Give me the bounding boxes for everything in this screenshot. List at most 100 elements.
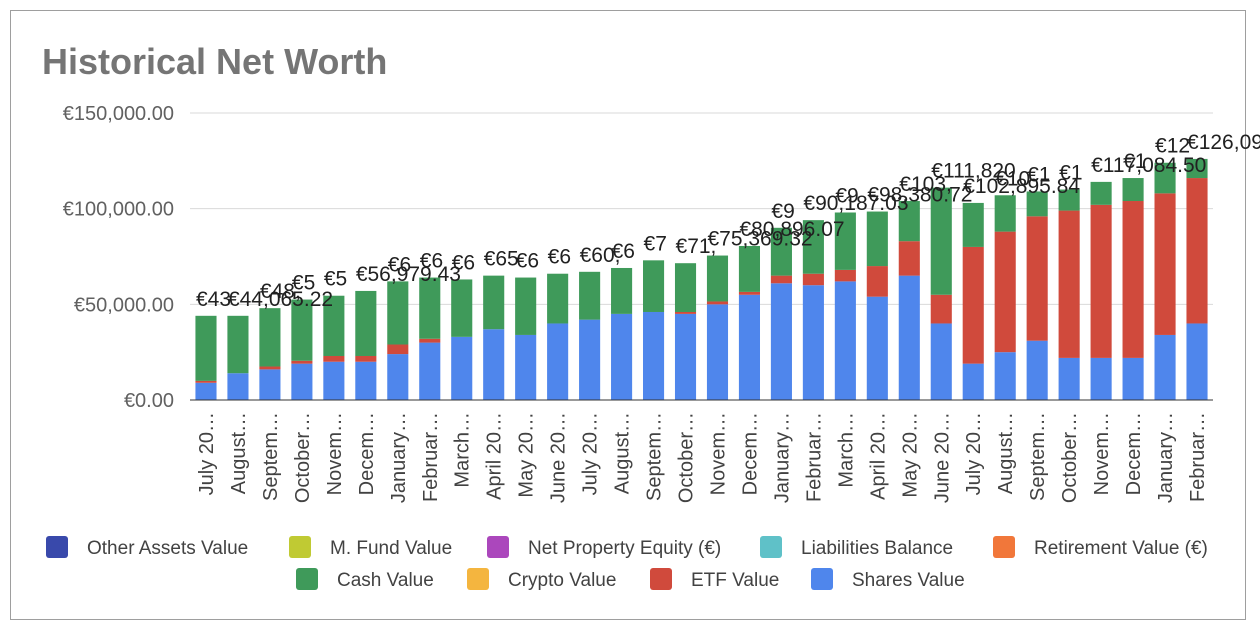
x-tick-label: Novem… (324, 412, 346, 495)
bar-segment (994, 231, 1016, 353)
x-tick-label: June 20… (548, 412, 570, 503)
data-label: €5 (292, 272, 315, 295)
data-label: €7 (644, 232, 667, 255)
data-label: €1 (1027, 163, 1050, 186)
bar-segment (1090, 357, 1112, 400)
bar-segment (706, 301, 729, 305)
bar-segment (706, 304, 729, 400)
bar-segment (994, 352, 1016, 400)
bar-segment (291, 360, 313, 364)
data-label: €10 (995, 167, 1030, 190)
bar-segment (419, 342, 441, 400)
x-tick-label: January… (771, 412, 793, 503)
bar-segment (1026, 340, 1048, 400)
bar-segment (866, 211, 888, 267)
bar-segment (802, 220, 824, 274)
x-tick-label: July 20… (963, 412, 985, 495)
bar-segment (1186, 158, 1208, 179)
bar-segment (419, 277, 441, 339)
bar-segment (834, 281, 856, 400)
y-tick-label: €0.00 (124, 390, 174, 412)
bars (195, 158, 1208, 400)
x-tick-label: May 20… (516, 412, 538, 498)
bar-segment (1090, 204, 1112, 358)
legend-item[interactable]: ETF Value (650, 568, 779, 591)
bar-segment (674, 311, 697, 314)
bar-segment (834, 212, 856, 270)
data-label: €6 (516, 250, 539, 273)
legend-swatch (289, 536, 311, 558)
bar-segment (1026, 191, 1048, 217)
legend-item[interactable]: Cash Value (296, 568, 434, 591)
bar-segment (962, 363, 984, 400)
x-tick-label: August… (228, 412, 250, 494)
bar-segment (1186, 323, 1208, 400)
bar-segment (770, 275, 792, 284)
x-tick-label: March… (452, 412, 474, 488)
bar-segment (387, 344, 409, 355)
bar-segment (547, 273, 569, 324)
bar-segment (1122, 178, 1144, 202)
x-tick-label: Decem… (356, 412, 378, 495)
bar-segment (898, 275, 920, 400)
legend-label: Retirement Value (€) (1034, 538, 1208, 559)
bar-segment (1090, 181, 1112, 205)
bar-segment (802, 285, 824, 400)
legend-item[interactable]: Retirement Value (€) (993, 536, 1208, 559)
bar-segment (1058, 210, 1080, 358)
x-tick-label: October… (292, 412, 314, 503)
bar-segment (1154, 162, 1176, 194)
data-label: €65 (484, 248, 519, 271)
legend-label: Cash Value (337, 570, 434, 591)
data-label: €6 (452, 251, 475, 274)
bar-segment (930, 187, 952, 295)
bar-segment (195, 380, 217, 383)
data-label: €6 (420, 250, 443, 273)
data-label: €6 (548, 246, 571, 269)
legend-label: Crypto Value (508, 570, 616, 591)
bar-segment (611, 313, 633, 400)
bar-segment (674, 263, 697, 312)
bar-segment (291, 299, 313, 361)
legend-swatch (811, 568, 833, 590)
x-tick-label: Septem… (1027, 412, 1049, 501)
x-tick-label: Decem… (739, 412, 761, 495)
legend-item[interactable]: Shares Value (811, 568, 965, 591)
data-label: €48, (260, 280, 301, 303)
bar-segment (451, 279, 473, 337)
x-tick-label: April 20… (484, 412, 506, 500)
x-tick-label: January… (1155, 412, 1177, 503)
bar-segment (515, 277, 537, 335)
x-tick-label: July 20… (196, 412, 218, 495)
data-labels: €43€44,065.22€48,€5 €5 €56,979.43€6 €6 €6 €65… (196, 131, 1260, 311)
legend-label: Shares Value (852, 570, 965, 591)
legend-swatch (993, 536, 1015, 558)
bar-segment (323, 295, 345, 356)
legend-item[interactable]: Other Assets Value (46, 536, 248, 559)
x-tick-label: April 20… (867, 412, 889, 500)
bar-segment (1122, 357, 1144, 400)
bar-segment (898, 241, 920, 276)
bar-segment (834, 269, 856, 282)
x-tick-label: January… (388, 412, 410, 503)
x-tick-label: May 20… (899, 412, 921, 498)
legend: Other Assets Value M. Fund Value Net Prope… (46, 536, 1208, 591)
bar-segment (291, 363, 313, 400)
bar-segment (1154, 334, 1176, 400)
legend-item[interactable]: M. Fund Value (289, 536, 452, 559)
legend-item[interactable]: Net Property Equity (€) (487, 536, 721, 559)
bar-segment (515, 334, 537, 400)
x-tick-label: August… (612, 412, 634, 494)
bar-segment (770, 283, 792, 400)
bar-segment (387, 354, 409, 400)
x-tick-label: March… (835, 412, 857, 488)
legend-label: ETF Value (691, 570, 779, 591)
y-tick-label: €100,000.00 (63, 199, 174, 221)
bar-segment (451, 336, 473, 400)
legend-item[interactable]: Liabilities Balance (760, 536, 953, 559)
bar-segment (802, 273, 824, 286)
legend-item[interactable]: Crypto Value (467, 568, 616, 591)
bar-segment (579, 319, 601, 400)
data-label: €60, (580, 244, 621, 267)
x-tick-label: June 20… (931, 412, 953, 503)
